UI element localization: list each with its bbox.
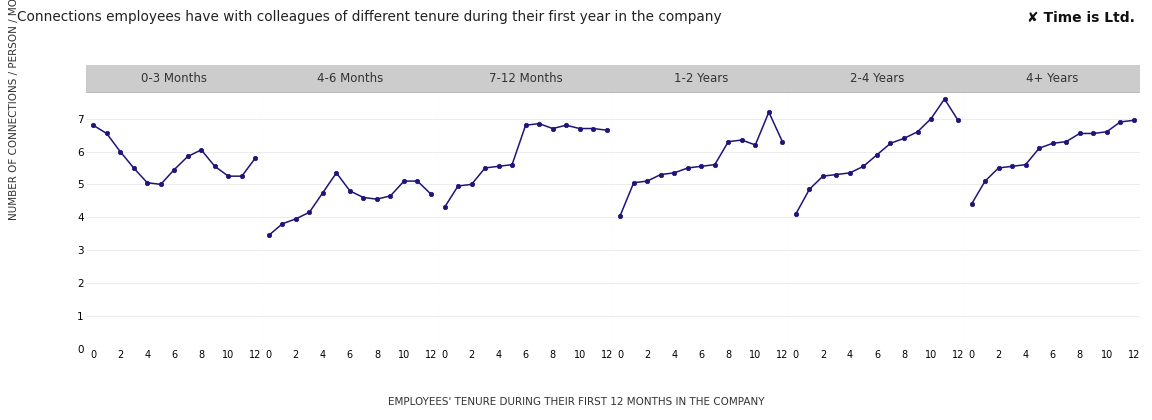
Text: 2-4 Years: 2-4 Years	[850, 72, 904, 85]
Text: EMPLOYEES' TENURE DURING THEIR FIRST 12 MONTHS IN THE COMPANY: EMPLOYEES' TENURE DURING THEIR FIRST 12 …	[388, 397, 764, 407]
Text: 4-6 Months: 4-6 Months	[317, 72, 384, 85]
Text: 7-12 Months: 7-12 Months	[488, 72, 562, 85]
Text: 1-2 Years: 1-2 Years	[674, 72, 728, 85]
Text: ✘ Time is Ltd.: ✘ Time is Ltd.	[1026, 10, 1135, 24]
Text: Connections employees have with colleagues of different tenure during their firs: Connections employees have with colleagu…	[17, 10, 722, 24]
Text: NUMBER OF CONNECTIONS / PERSON / MONTH: NUMBER OF CONNECTIONS / PERSON / MONTH	[9, 0, 18, 220]
Text: 0-3 Months: 0-3 Months	[142, 72, 207, 85]
Text: 4+ Years: 4+ Years	[1026, 72, 1078, 85]
